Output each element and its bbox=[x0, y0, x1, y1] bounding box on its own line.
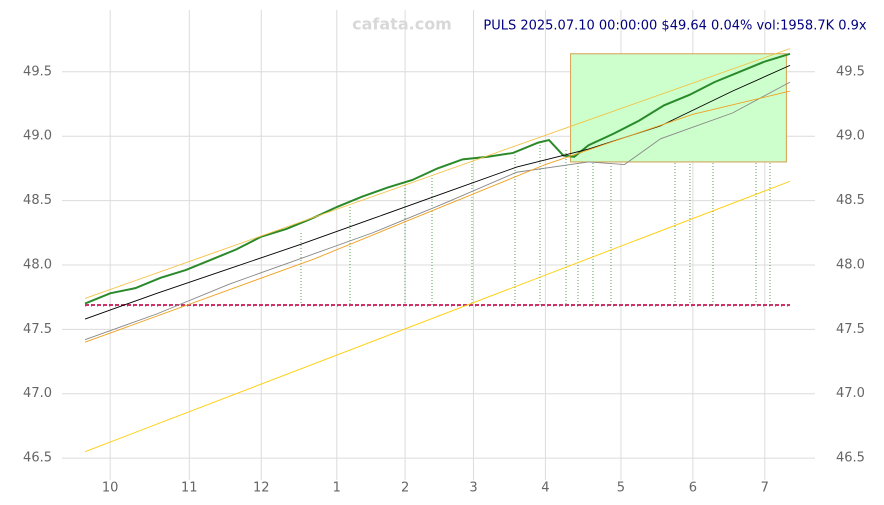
x-tick-label: 4 bbox=[541, 481, 549, 496]
y-tick-label-right: 49.5 bbox=[836, 64, 865, 79]
series-line bbox=[84, 64, 791, 320]
x-tick-label: 6 bbox=[689, 481, 697, 496]
x-tick-label: 2 bbox=[401, 481, 409, 496]
y-tick-label: 47.5 bbox=[23, 322, 52, 337]
y-tick-label-right: 48.0 bbox=[836, 257, 865, 272]
y-tick-label: 48.5 bbox=[23, 193, 52, 208]
y-tick-label-right: 49.0 bbox=[836, 129, 865, 144]
series-line bbox=[84, 81, 791, 341]
signal-lines bbox=[300, 58, 771, 305]
y-tick-label: 49.5 bbox=[23, 64, 52, 79]
x-tick-label: 10 bbox=[102, 481, 119, 496]
y-tick-label-right: 47.5 bbox=[836, 322, 865, 337]
x-tick-label: 7 bbox=[761, 481, 769, 496]
y-tick-label: 48.0 bbox=[23, 257, 52, 272]
series-line bbox=[84, 48, 791, 299]
series-line bbox=[84, 90, 791, 343]
y-tick-label: 47.0 bbox=[23, 386, 52, 401]
highlight-box bbox=[570, 53, 787, 163]
x-tick-label: 1 bbox=[333, 481, 341, 496]
x-tick-label: 11 bbox=[181, 481, 198, 496]
y-tick-label: 49.0 bbox=[23, 129, 52, 144]
watermark: cafata.com bbox=[352, 15, 452, 34]
y-tick-label-right: 47.0 bbox=[836, 386, 865, 401]
x-tick-label: 5 bbox=[617, 481, 625, 496]
x-tick-label: 12 bbox=[253, 481, 270, 496]
y-tick-label-right: 48.5 bbox=[836, 193, 865, 208]
volume-baseline bbox=[85, 304, 790, 307]
series-line bbox=[84, 52, 791, 305]
series-line bbox=[84, 180, 791, 453]
x-tick-label: 3 bbox=[469, 481, 477, 496]
y-tick-label-right: 46.5 bbox=[836, 451, 865, 466]
chart-title: PULS 2025.07.10 00:00:00 $49.64 0.04% vo… bbox=[483, 19, 867, 34]
y-tick-label: 46.5 bbox=[23, 451, 52, 466]
